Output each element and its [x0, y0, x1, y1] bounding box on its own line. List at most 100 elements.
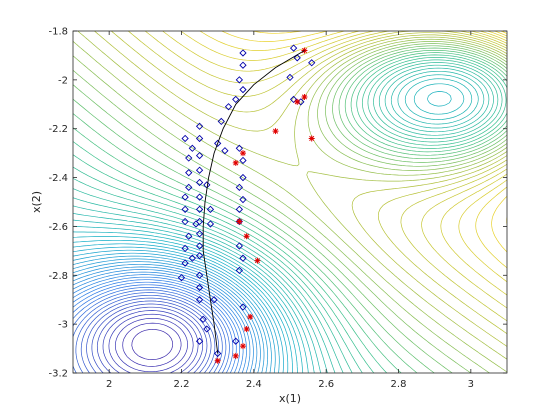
contour-level: [73, 249, 280, 373]
diamond-marker: [235, 76, 244, 84]
diamond-marker: [214, 349, 222, 358]
x-tick-label: 3: [468, 379, 474, 390]
contour-level: [73, 43, 507, 373]
diamond-marker: [235, 205, 244, 213]
contour-level: [73, 47, 507, 373]
contour-level: [73, 59, 503, 373]
asterisk-marker: [232, 352, 239, 359]
diamond-marker: [239, 156, 247, 165]
contour-level: [77, 31, 507, 360]
diamond-marker: [181, 259, 189, 267]
x-tick-label: 2.6: [318, 379, 334, 390]
diamond-marker: [235, 183, 244, 191]
contour-level: [73, 49, 507, 373]
diamond-marker: [239, 85, 247, 94]
contour-level: [114, 317, 188, 373]
asterisk-marker: [232, 159, 239, 166]
diamond-marker: [217, 117, 225, 126]
asterisk-marker: [243, 326, 250, 333]
diamond-marker: [289, 95, 298, 104]
y-tick-label: -3.2: [48, 369, 68, 380]
contour-level: [91, 303, 208, 373]
diamond-marker: [195, 230, 204, 238]
diamond-marker: [206, 205, 215, 213]
diamond-marker: [188, 254, 196, 262]
diamond-marker: [235, 242, 244, 250]
x-tick-label: 2.8: [391, 379, 407, 390]
diamond-marker: [308, 59, 316, 67]
contour-level: [131, 328, 174, 360]
contour-level: [73, 243, 289, 373]
diamond-marker: [181, 205, 189, 213]
diamond-marker: [177, 274, 186, 282]
contour-level: [127, 31, 507, 322]
sample-markers: [177, 44, 316, 364]
diamond-marker: [181, 217, 189, 226]
contour-level: [73, 64, 494, 373]
contour-level: [73, 286, 230, 373]
contour-level: [73, 281, 237, 373]
diamond-marker: [181, 193, 189, 201]
diamond-marker: [199, 315, 207, 323]
contour-level: [86, 300, 212, 373]
contour-lines: [73, 31, 507, 373]
asterisk-marker: [236, 218, 243, 225]
contour-level: [73, 52, 507, 373]
diamond-marker: [195, 271, 204, 279]
diamond-marker: [195, 337, 204, 345]
diamond-marker: [195, 134, 204, 143]
contour-level: [73, 54, 507, 373]
diamond-marker: [185, 232, 193, 240]
diamond-marker: [289, 44, 298, 52]
y-axis-label: x(2): [30, 191, 43, 213]
asterisk-marker: [239, 343, 246, 350]
contour-level: [73, 289, 227, 373]
asterisk-marker: [214, 357, 221, 364]
diamond-marker: [195, 283, 204, 292]
diamond-marker: [192, 220, 200, 228]
x-tick-label: 2.2: [174, 379, 190, 390]
contour-level: [94, 31, 507, 347]
contour-level: [73, 91, 452, 373]
trajectory-curve: [202, 50, 305, 354]
diamond-marker: [195, 193, 204, 201]
contour-level: [73, 255, 272, 373]
x-tick-label: 2.4: [246, 379, 262, 390]
diamond-marker: [195, 122, 204, 130]
diamond-marker: [235, 144, 244, 152]
contour-level: [122, 322, 182, 367]
contour-level: [80, 297, 216, 373]
contour-level: [73, 78, 473, 373]
diamond-marker: [181, 134, 189, 143]
diamond-marker: [232, 95, 240, 104]
diamond-marker: [195, 217, 204, 226]
y-tick-label: -1.8: [48, 27, 68, 38]
asterisk-marker: [254, 257, 261, 264]
diamond-marker: [221, 147, 229, 155]
contour-level: [73, 292, 223, 373]
contour-level: [73, 74, 479, 373]
y-tick-label: -2.2: [48, 124, 68, 135]
diamond-marker: [195, 242, 204, 250]
diamond-marker: [224, 103, 233, 111]
diamond-marker: [286, 73, 294, 82]
contour-level: [96, 306, 204, 373]
diamond-marker: [181, 244, 189, 253]
contour-level: [221, 31, 507, 253]
diamond-marker: [239, 61, 247, 69]
contour-level: [108, 313, 194, 373]
diamond-marker: [185, 169, 193, 177]
y-tick-label: -2: [58, 75, 68, 86]
diamond-marker: [188, 144, 196, 152]
diamond-marker: [239, 173, 247, 182]
contour-level: [144, 31, 507, 309]
contour-level: [73, 284, 234, 373]
y-tick-label: -3: [58, 320, 68, 331]
y-tick-label: -2.4: [48, 173, 68, 184]
diamond-marker: [239, 303, 247, 311]
contour-level: [73, 41, 507, 373]
contour-level: [73, 62, 499, 373]
diamond-marker: [232, 337, 240, 345]
y-tick-label: -2.8: [48, 271, 68, 282]
